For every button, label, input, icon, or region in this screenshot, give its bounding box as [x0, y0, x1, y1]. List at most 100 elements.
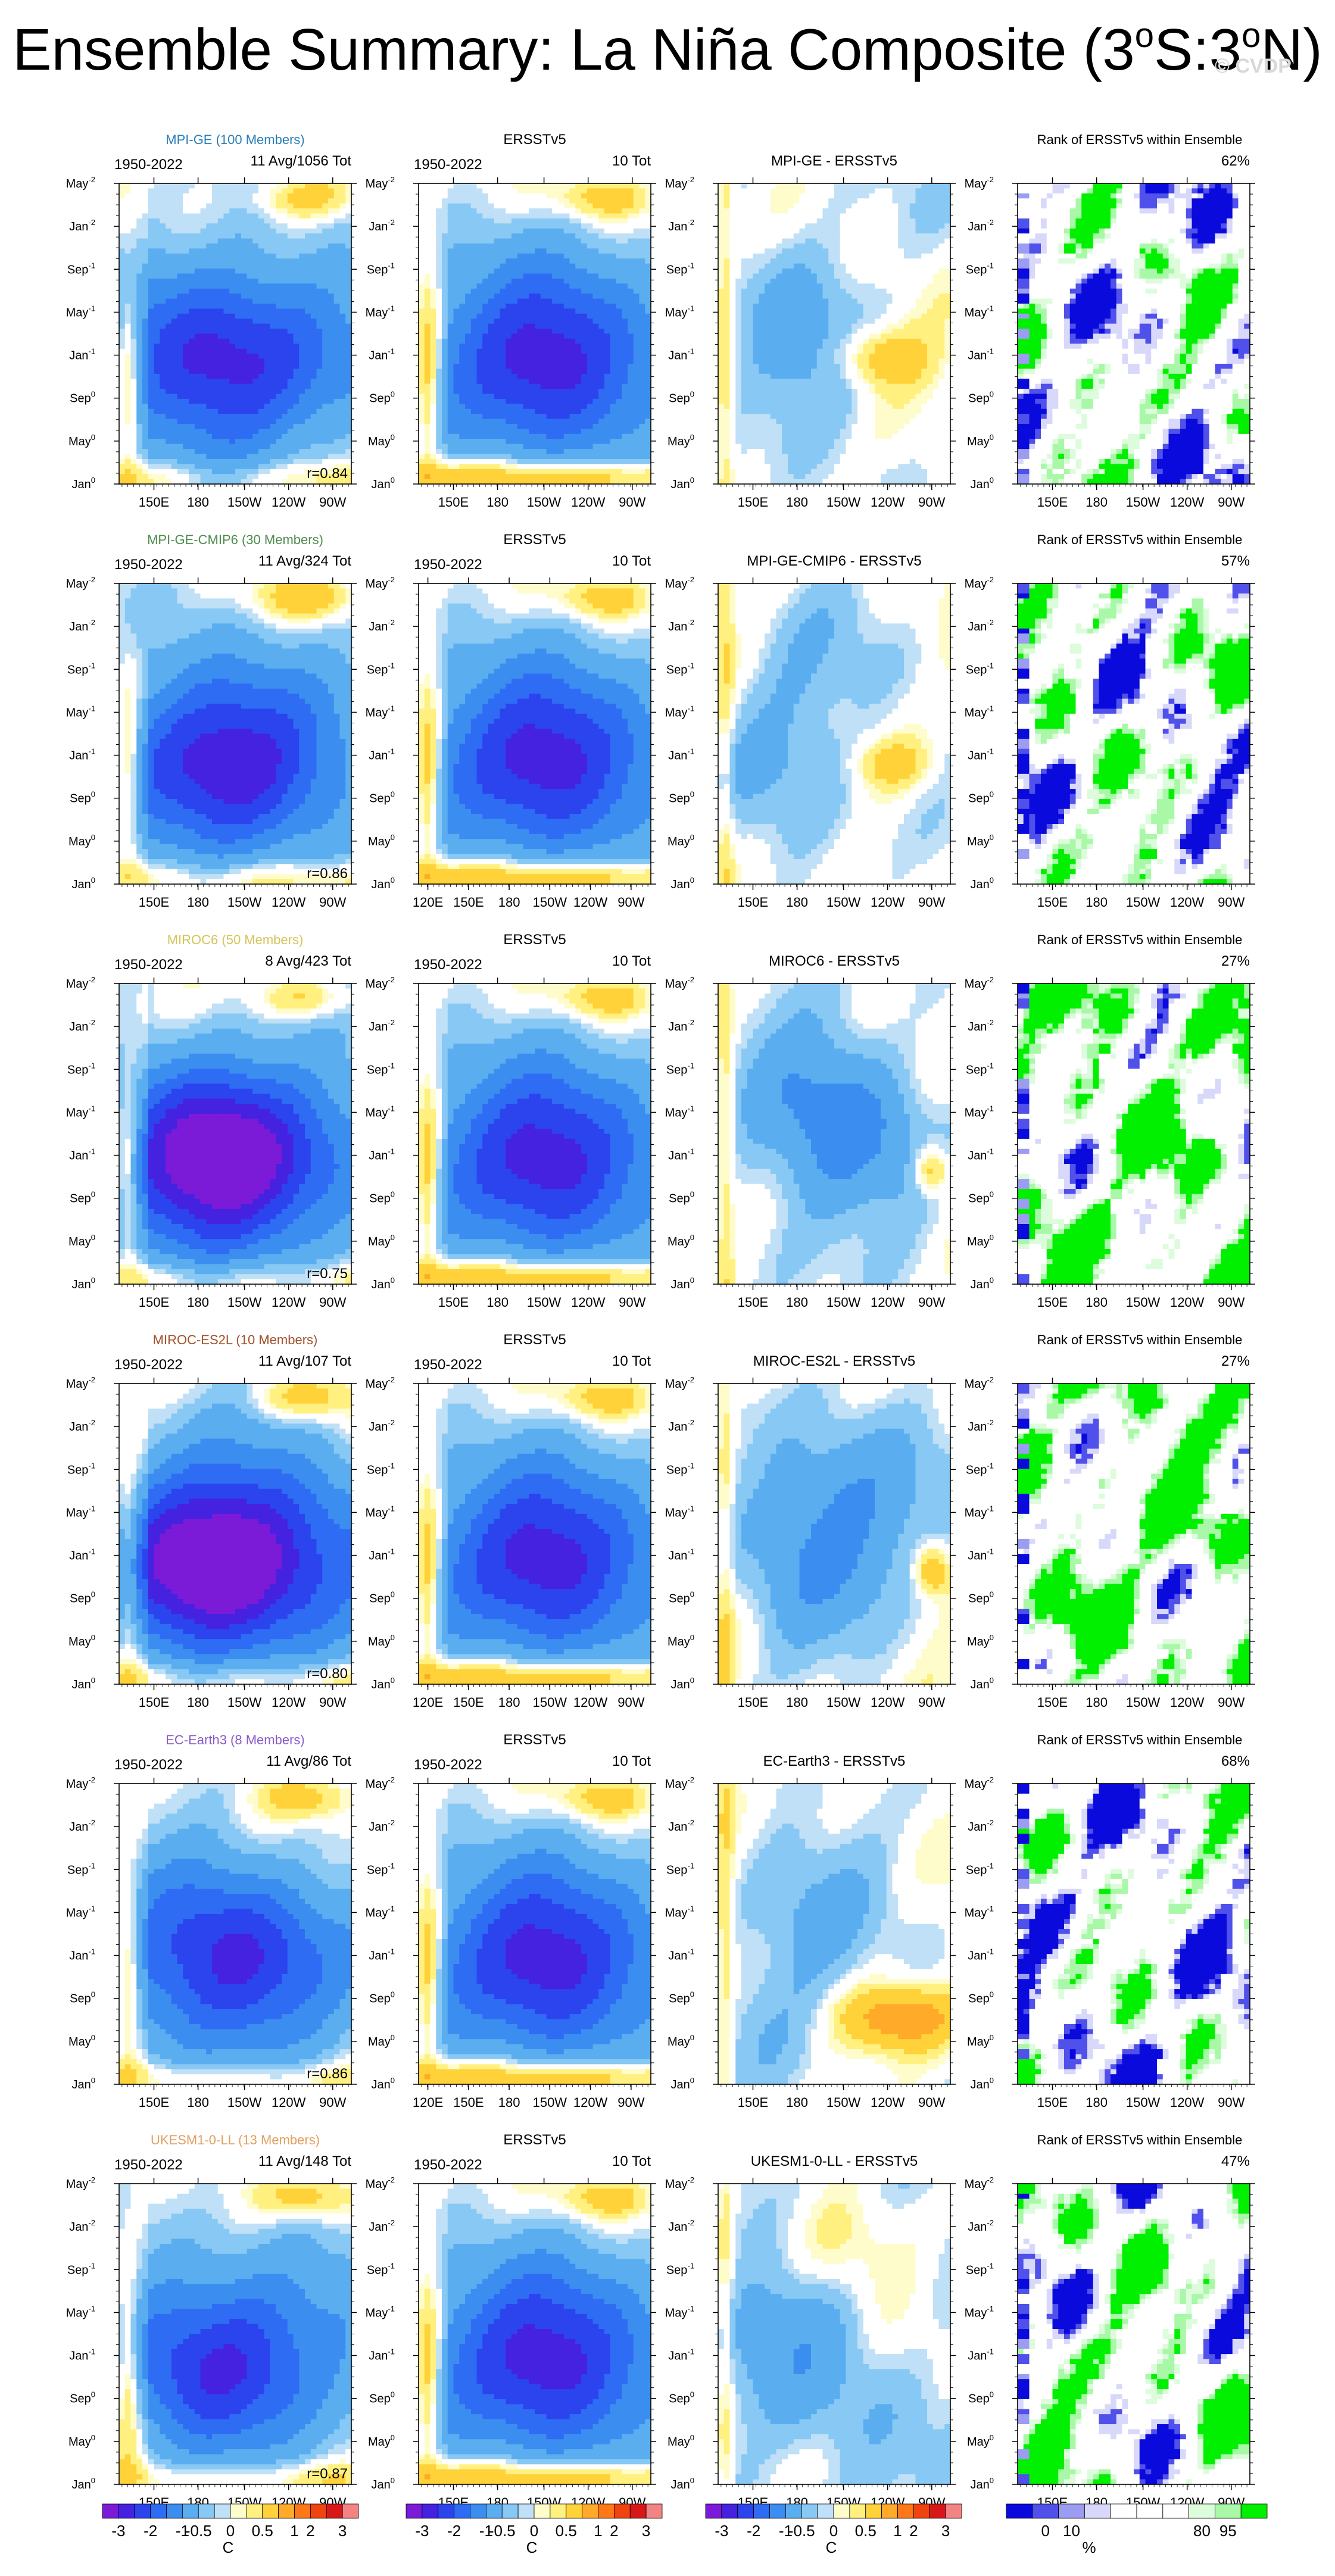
heat-cell: [328, 264, 334, 269]
heat-cell: [183, 304, 189, 309]
heat-cell: [317, 254, 323, 259]
heat-cell: [229, 254, 235, 259]
heat-cell: [276, 229, 282, 234]
heat-cell: [201, 268, 207, 274]
heat-cell: [171, 239, 177, 244]
heat-cell: [154, 258, 160, 264]
heat-cell: [125, 279, 131, 284]
heat-cell: [171, 248, 177, 254]
heat-cell: [334, 188, 340, 193]
heat-cell: [258, 299, 264, 304]
heat-cell: [142, 233, 148, 239]
heat-cell: [252, 204, 258, 209]
heat-cell: [294, 304, 300, 309]
heat-cell: [340, 193, 346, 199]
heat-cell: [258, 223, 264, 229]
heat-cell: [317, 198, 323, 204]
heat-cell: [166, 218, 171, 224]
heat-cell: [299, 208, 305, 214]
heat-cell: [264, 248, 270, 254]
heat-cell: [294, 208, 300, 214]
heat-cell: [311, 229, 317, 234]
heat-cell: [276, 208, 282, 214]
heat-cell: [288, 289, 294, 294]
heat-cell: [252, 254, 258, 259]
heat-cell: [241, 208, 247, 214]
heat-cell: [224, 304, 230, 309]
heat-cell: [247, 193, 253, 199]
heat-cell: [171, 208, 177, 214]
heat-cell: [345, 268, 351, 274]
heat-cell: [247, 283, 253, 289]
heat-cell: [322, 279, 328, 284]
heat-cell: [345, 279, 351, 284]
heat-cell: [317, 248, 323, 254]
heat-cell: [160, 204, 166, 209]
heat-cell: [311, 254, 317, 259]
heat-cell: [131, 274, 137, 279]
heat-cell: [317, 283, 323, 289]
heat-cell: [252, 188, 258, 193]
heat-cell: [206, 204, 212, 209]
heat-cell: [206, 193, 212, 199]
heat-cell: [148, 188, 154, 193]
heat-cell: [160, 239, 166, 244]
heat-cell: [119, 293, 125, 299]
heat-cell: [154, 264, 160, 269]
heat-cell: [125, 254, 131, 259]
heat-cell: [131, 198, 137, 204]
heat-cell: [345, 274, 351, 279]
heat-cell: [119, 239, 125, 244]
heat-cell: [125, 283, 131, 289]
heat-cell: [322, 268, 328, 274]
heat-cell: [270, 279, 276, 284]
obs-period: 1950-2022: [414, 157, 482, 173]
heat-cell: [224, 239, 230, 244]
heat-cell: [218, 248, 224, 254]
heat-cell: [345, 188, 351, 193]
heat-cell: [340, 264, 346, 269]
heat-cell: [340, 254, 346, 259]
heat-cell: [160, 274, 166, 279]
heat-cell: [125, 239, 131, 244]
heat-cell: [294, 254, 300, 259]
heat-cell: [125, 198, 131, 204]
heat-cell: [195, 258, 201, 264]
heat-cell: [166, 279, 171, 284]
heat-cell: [119, 223, 125, 229]
heat-cell: [328, 274, 334, 279]
row-1: MPI-GE (100 Members)1950-2022 11 Avg/1056…: [66, 132, 1255, 510]
heat-cell: [334, 299, 340, 304]
heat-cell: [305, 208, 311, 214]
heat-cell: [328, 293, 334, 299]
heat-cell: [131, 283, 137, 289]
heat-cell: [212, 243, 218, 249]
heat-cell: [247, 258, 253, 264]
heat-cell: [148, 243, 154, 249]
heat-cell: [311, 279, 317, 284]
heat-cell: [294, 283, 300, 289]
heat-cell: [340, 279, 346, 284]
heat-cell: [247, 214, 253, 219]
heat-cell: [305, 214, 311, 219]
heat-cell: [334, 274, 340, 279]
heat-cell: [148, 274, 154, 279]
heat-cell: [177, 208, 183, 214]
heat-cell: [241, 268, 247, 274]
heat-cell: [206, 243, 212, 249]
heat-cell: [235, 188, 241, 193]
heat-cell: [322, 239, 328, 244]
heat-cell: [270, 193, 276, 199]
heat-cell: [241, 183, 247, 189]
heat-cell: [224, 283, 230, 289]
heat-cell: [183, 274, 189, 279]
heat-cell: [218, 208, 224, 214]
heat-cell: [282, 208, 288, 214]
heat-cell: [229, 183, 235, 189]
heat-cell: [131, 293, 137, 299]
heat-cell: [264, 274, 270, 279]
heat-cell: [305, 264, 311, 269]
heat-cell: [160, 283, 166, 289]
heat-cell: [201, 198, 207, 204]
heat-cell: [345, 293, 351, 299]
